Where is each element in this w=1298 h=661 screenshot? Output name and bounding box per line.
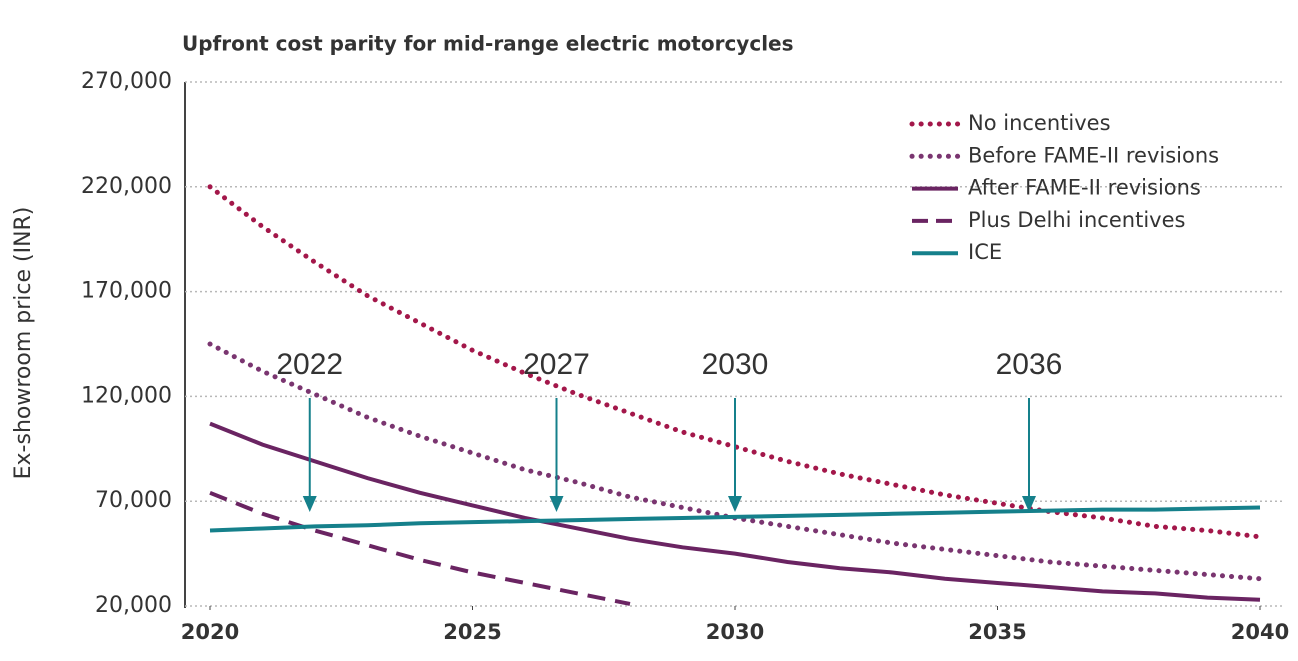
annotation-arrowhead — [302, 496, 317, 512]
annotation-arrowhead — [1022, 496, 1036, 512]
series-line — [209, 505, 1261, 533]
x-tick-label: 2040 — [1231, 620, 1289, 644]
legend-label: No incentives — [968, 111, 1111, 135]
series-line — [209, 421, 1261, 602]
x-tick-label: 2035 — [968, 620, 1026, 644]
series-line — [209, 490, 631, 606]
y-tick-label: 220,000 — [81, 174, 172, 199]
annotation-label: 2036 — [996, 348, 1063, 381]
chart-title: Upfront cost parity for mid-range electr… — [182, 32, 794, 56]
x-tick-label: 2025 — [443, 620, 501, 644]
legend-label: Plus Delhi incentives — [968, 208, 1185, 232]
y-tick-label: 120,000 — [81, 383, 172, 408]
legend-label: ICE — [968, 240, 1002, 264]
x-tick-label: 2020 — [181, 620, 239, 644]
y-tick-label: 70,000 — [95, 488, 172, 513]
annotation-label: 2027 — [523, 348, 590, 381]
legend-label: After FAME-II revisions — [968, 176, 1201, 200]
x-tick-label: 2030 — [706, 620, 764, 644]
y-tick-label: 20,000 — [95, 593, 172, 618]
annotation-label: 2030 — [702, 348, 769, 381]
annotation-arrowhead — [728, 496, 742, 512]
y-tick-label: 170,000 — [81, 279, 172, 304]
annotation-arrowhead — [549, 496, 564, 512]
legend-label: Before FAME-II revisions — [968, 143, 1219, 167]
y-axis-label: Ex-showroom price (INR) — [11, 207, 36, 480]
y-tick-label: 270,000 — [81, 69, 172, 94]
annotation-label: 2022 — [276, 348, 343, 381]
